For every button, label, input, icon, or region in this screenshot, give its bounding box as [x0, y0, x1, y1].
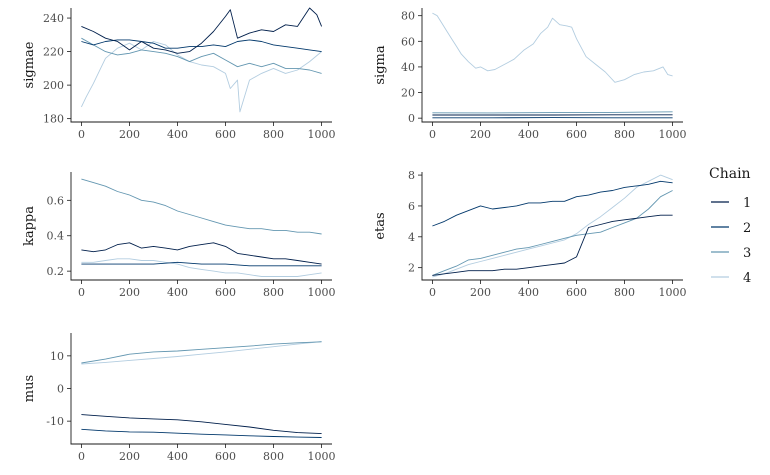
legend-item-chain-3: 3: [711, 246, 751, 261]
trace-kappa-chain-2: [81, 261, 322, 267]
y-tick-label: 0: [408, 112, 415, 125]
x-tick-label: 200: [119, 128, 140, 141]
y-axis-title: sigmae: [22, 41, 37, 88]
x-tick-label: 200: [119, 450, 140, 463]
trace-kappa-chain-4: [81, 258, 322, 277]
legend-item-chain-4: 4: [711, 271, 751, 286]
chain-legend: Chain 1 2 3 4: [709, 166, 751, 286]
panel-etas: 0 200 400 600 800 1000 2 4 6 8 etas: [373, 169, 687, 299]
x-tick-label: 0: [78, 286, 85, 299]
trace-etas-chain-2: [432, 180, 673, 227]
panel-sigmae: 0 200 400 600 800 1000 180 200 220 240 sigmae: [22, 7, 336, 141]
trace-sigmae-chain-2: [81, 39, 322, 53]
y-tick-label: 6: [408, 200, 415, 213]
y-axis-title: etas: [373, 212, 388, 239]
trace-sigmae-chain-4: [80, 41, 322, 113]
y-tick-label: 20: [401, 87, 415, 100]
y-tick-label: 10: [50, 350, 64, 363]
y-tick-label: 40: [401, 61, 415, 74]
x-tick-label: 800: [263, 286, 284, 299]
x-tick-label: 200: [119, 286, 140, 299]
y-tick-label: 220: [43, 46, 64, 59]
trace-mus-chain-3: [81, 341, 322, 364]
x-tick-label: 0: [429, 128, 436, 141]
legend-item-chain-2: 2: [711, 221, 751, 236]
y-tick-label: 200: [43, 79, 64, 92]
y-tick-label: 4: [408, 231, 415, 244]
trace-sigmae-chain-1: [81, 7, 323, 54]
x-tick-label: 800: [263, 450, 284, 463]
y-tick-label: 180: [43, 113, 64, 126]
y-tick-label: 0.4: [47, 230, 65, 243]
x-tick-label: 1000: [659, 128, 687, 141]
x-tick-label: 400: [167, 286, 188, 299]
x-tick-label: 0: [78, 450, 85, 463]
trace-etas-chain-1: [432, 214, 673, 276]
y-tick-label: 8: [408, 169, 415, 182]
x-tick-label: 600: [215, 128, 236, 141]
trace-sigma-chain-3: [432, 111, 673, 114]
x-tick-label: 400: [518, 286, 539, 299]
legend-label: 1: [743, 196, 751, 211]
y-axis-title: kappa: [22, 206, 37, 246]
trace-etas-chain-4: [432, 174, 673, 278]
x-tick-label: 1000: [308, 450, 336, 463]
x-tick-label: 600: [215, 450, 236, 463]
trace-mus-chain-2: [81, 428, 322, 438]
trace-mus-chain-1: [81, 414, 322, 435]
trace-kappa-chain-1: [81, 242, 322, 265]
x-tick-label: 600: [215, 286, 236, 299]
y-tick-label: 0.2: [47, 265, 65, 278]
x-tick-label: 400: [167, 450, 188, 463]
legend-label: 3: [743, 246, 751, 261]
x-tick-label: 1000: [308, 286, 336, 299]
x-tick-label: 200: [470, 286, 491, 299]
x-tick-label: 600: [566, 286, 587, 299]
trace-sigmae-chain-3: [81, 37, 322, 74]
y-tick-label: 240: [43, 12, 64, 25]
legend-entries: 1 2 3 4: [711, 196, 751, 286]
x-tick-label: 800: [614, 128, 635, 141]
legend-item-chain-1: 1: [711, 196, 751, 211]
panel-sigma: 0 200 400 600 800 1000 0 20 40 60 80 sigma: [373, 8, 687, 141]
x-tick-label: 0: [429, 286, 436, 299]
x-tick-label: 800: [263, 128, 284, 141]
y-tick-label: 80: [401, 10, 415, 23]
y-tick-label: 2: [408, 262, 415, 275]
y-tick-label: 0: [57, 383, 64, 396]
y-tick-label: -10: [46, 415, 64, 428]
legend-title: Chain: [709, 166, 751, 182]
y-tick-label: 60: [401, 35, 415, 48]
legend-label: 4: [743, 271, 751, 286]
legend-label: 2: [743, 221, 751, 236]
x-tick-label: 600: [566, 128, 587, 141]
x-tick-label: 1000: [659, 286, 687, 299]
x-tick-label: 1000: [308, 128, 336, 141]
y-axis-title: mus: [22, 375, 37, 402]
trace-kappa-chain-3: [81, 178, 322, 235]
x-tick-label: 200: [470, 128, 491, 141]
x-tick-label: 400: [167, 128, 188, 141]
panel-mus: 0 200 400 600 800 1000 -10 0 10 mus: [22, 333, 336, 463]
x-tick-label: 800: [614, 286, 635, 299]
trace-sigma-chain-4: [432, 12, 673, 83]
y-tick-label: 0.6: [47, 194, 65, 207]
y-axis-title: sigma: [373, 45, 388, 84]
panel-kappa: 0 200 400 600 800 1000 0.2 0.4 0.6 kappa: [22, 172, 336, 299]
trace-mus-chain-4: [81, 341, 322, 365]
x-tick-label: 0: [78, 128, 85, 141]
x-tick-label: 400: [518, 128, 539, 141]
trace-etas-chain-3: [432, 190, 673, 276]
